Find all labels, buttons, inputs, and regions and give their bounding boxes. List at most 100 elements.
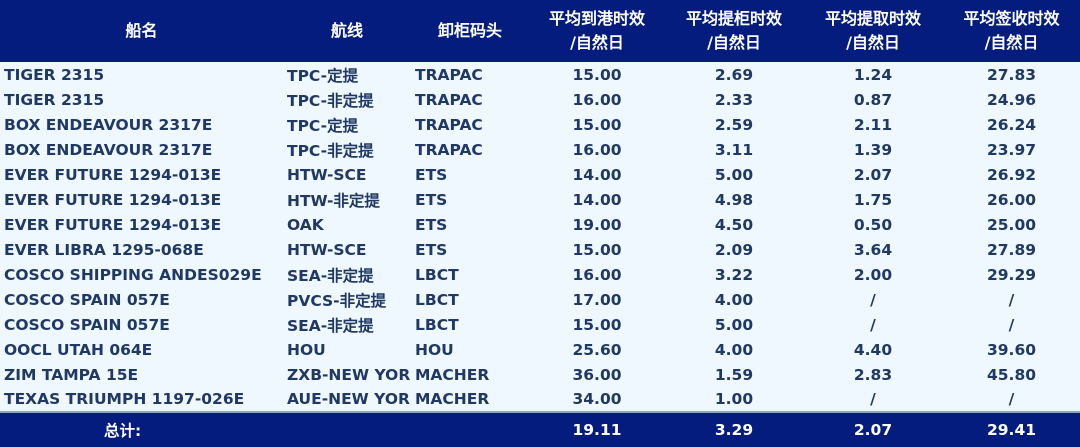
table-row: COSCO SHIPPING ANDES029E SEA-非定提 LBCT 16.00… xyxy=(0,262,1080,287)
cell-route: TPC-非定提 xyxy=(287,141,374,160)
total-sign: 29.41 xyxy=(943,411,1080,447)
total-row: 总计: 19.11 3.29 2.07 29.41 xyxy=(0,411,1080,447)
cell-route: SEA-非定提 xyxy=(287,266,374,285)
cell-pickup: 2.09 xyxy=(714,240,754,259)
cell-sign: 23.97 xyxy=(986,140,1037,159)
cell-terminal: MACHER xyxy=(415,390,490,408)
cell-ship: EVER LIBRA 1295-068E xyxy=(4,240,204,259)
cell-ship: COSCO SHIPPING ANDES029E xyxy=(4,265,262,284)
cell-arrival: 14.00 xyxy=(572,190,622,209)
cell-sign: 39.60 xyxy=(986,340,1037,359)
table-row: ZIM TAMPA 15E ZXB-NEW YOR MACHER 36.00 1.59 2… xyxy=(0,362,1080,387)
cell-sign: 26.24 xyxy=(986,115,1037,134)
table-row: BOX ENDEAVOUR 2317E TPC-非定提 TRAPAC 16.00 3.1… xyxy=(0,137,1080,162)
cell-retrieve: / xyxy=(870,390,876,408)
table-row: COSCO SPAIN 057E PVCS-非定提 LBCT 17.00 4.00 / / xyxy=(0,287,1080,312)
cell-terminal: ETS xyxy=(415,165,448,184)
header-row: 船名 航线 卸柜码头 平均到港时效/自然日 平均提柜时效/自然日 平均提取时效 /… xyxy=(0,0,1080,62)
cell-arrival: 15.00 xyxy=(572,240,622,259)
cell-route: HTW-非定提 xyxy=(287,191,380,210)
cell-ship: ZIM TAMPA 15E xyxy=(4,365,139,384)
cell-sign: / xyxy=(1008,390,1015,408)
cell-sign: 45.80 xyxy=(986,365,1037,384)
cell-ship: TEXAS TRIUMPH 1197-026E xyxy=(4,390,245,408)
cell-arrival: 17.00 xyxy=(572,290,622,309)
cell-terminal: ETS xyxy=(415,215,448,234)
cell-retrieve: / xyxy=(870,315,876,334)
cell-retrieve: / xyxy=(870,290,876,309)
cell-ship: EVER FUTURE 1294-013E xyxy=(4,165,222,184)
cell-arrival: 15.00 xyxy=(572,65,622,84)
cell-arrival: 16.00 xyxy=(572,140,622,159)
cell-terminal: ETS xyxy=(415,240,448,259)
cell-ship: BOX ENDEAVOUR 2317E xyxy=(4,115,213,134)
cell-terminal: TRAPAC xyxy=(415,140,483,159)
cell-sign: 25.00 xyxy=(986,215,1037,234)
header-terminal: 卸柜码头 xyxy=(437,21,502,40)
cell-ship: EVER FUTURE 1294-013E xyxy=(4,190,222,209)
cell-sign: 29.29 xyxy=(986,265,1037,284)
cell-pickup: 2.69 xyxy=(714,65,754,84)
cell-terminal: LBCT xyxy=(415,290,459,309)
cell-terminal: TRAPAC xyxy=(415,90,483,109)
header-route: 航线 xyxy=(330,21,363,40)
cell-arrival: 19.00 xyxy=(572,215,622,234)
cell-ship: OOCL UTAH 064E xyxy=(4,340,153,359)
cell-route: TPC-定提 xyxy=(287,66,359,85)
cell-pickup: 4.98 xyxy=(714,190,754,209)
cell-pickup: 1.59 xyxy=(714,365,754,384)
cell-sign: / xyxy=(1008,290,1015,309)
header-arrival: 平均到港时效/自然日 xyxy=(548,9,645,52)
cell-route: ZXB-NEW YOR xyxy=(287,365,411,384)
table-row: TIGER 2315 TPC-定提 TRAPAC 15.00 2.69 1.24 27.83 xyxy=(0,62,1080,87)
cell-retrieve: 0.50 xyxy=(853,215,893,234)
table-row: EVER FUTURE 1294-013E HTW-SCE ETS 14.00 5.00… xyxy=(0,162,1080,187)
cell-route: TPC-定提 xyxy=(287,116,359,135)
table-row: EVER LIBRA 1295-068E HTW-SCE ETS 15.00 2.09 3… xyxy=(0,237,1080,262)
cell-terminal: ETS xyxy=(415,190,448,209)
cell-pickup: 3.11 xyxy=(714,140,754,159)
cell-route: HTW-SCE xyxy=(287,165,367,184)
total-retrieve: 2.07 xyxy=(803,411,943,447)
cell-ship: TIGER 2315 xyxy=(4,90,105,109)
cell-ship: TIGER 2315 xyxy=(4,65,105,84)
cell-retrieve: 3.64 xyxy=(853,240,893,259)
total-arrival: 19.11 xyxy=(529,411,665,447)
cell-ship: COSCO SPAIN 057E xyxy=(4,290,170,309)
cell-sign: 27.83 xyxy=(986,65,1037,84)
cell-arrival: 14.00 xyxy=(572,165,622,184)
total-label: 总计: xyxy=(0,411,529,447)
cell-route: HOU xyxy=(287,340,326,359)
cell-pickup: 5.00 xyxy=(714,165,754,184)
cell-retrieve: 1.75 xyxy=(853,190,893,209)
cell-ship: BOX ENDEAVOUR 2317E xyxy=(4,140,213,159)
cell-sign: / xyxy=(1008,315,1015,334)
cell-pickup: 4.00 xyxy=(714,290,754,309)
cell-retrieve: 2.00 xyxy=(853,265,893,284)
cell-arrival: 34.00 xyxy=(572,390,622,408)
table-row: TEXAS TRIUMPH 1197-026E AUE-NEW YOR MACHER… xyxy=(0,387,1080,412)
header-pickup: 平均提柜时效/自然日 xyxy=(685,9,782,52)
cell-arrival: 36.00 xyxy=(572,365,622,384)
cell-arrival: 16.00 xyxy=(572,90,622,109)
header-ship: 船名 xyxy=(125,21,158,40)
cell-terminal: LBCT xyxy=(415,315,459,334)
table-row: OOCL UTAH 064E HOU HOU 25.60 4.00 4.40 39.60 xyxy=(0,337,1080,362)
cell-sign: 24.96 xyxy=(986,90,1037,109)
cell-arrival: 15.00 xyxy=(572,115,622,134)
cell-pickup: 2.33 xyxy=(714,90,754,109)
cell-sign: 26.00 xyxy=(986,190,1037,209)
cell-route: PVCS-非定提 xyxy=(287,291,387,310)
table-row: EVER FUTURE 1294-013E HTW-非定提 ETS 14.00 4.98… xyxy=(0,187,1080,212)
cell-sign: 27.89 xyxy=(986,240,1037,259)
total-pickup: 3.29 xyxy=(665,411,803,447)
cell-retrieve: 2.07 xyxy=(853,165,893,184)
cell-route: HTW-SCE xyxy=(287,240,367,259)
cell-ship: EVER FUTURE 1294-013E xyxy=(4,215,222,234)
header-sign: 平均签收时效/自然日 xyxy=(963,9,1060,52)
cell-pickup: 5.00 xyxy=(714,315,754,334)
cell-retrieve: 1.24 xyxy=(853,65,893,84)
cell-retrieve: 4.40 xyxy=(853,340,893,359)
cell-arrival: 15.00 xyxy=(572,315,622,334)
